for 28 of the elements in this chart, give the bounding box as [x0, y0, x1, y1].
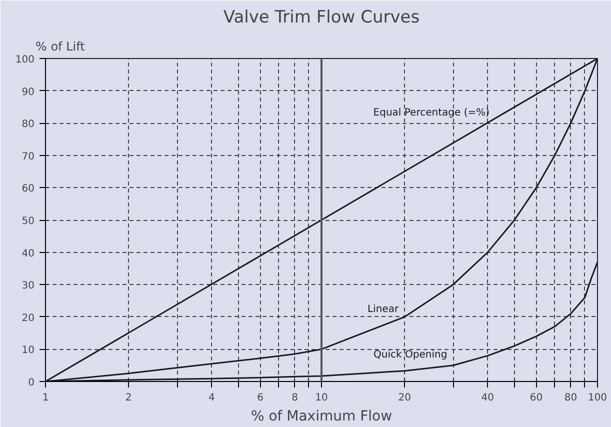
x-tick-label: 100 [588, 392, 608, 404]
series-label: Equal Percentage (=%) [373, 108, 490, 118]
y-tick-label: 50 [22, 216, 35, 227]
x-tick-label: 6 [257, 392, 264, 404]
series-label: Linear [368, 304, 400, 315]
y-axis-title: % of Lift [36, 40, 86, 54]
y-tick-label: 40 [22, 248, 35, 260]
x-axis-title: % of Maximum Flow [250, 408, 392, 424]
x-tick-label: 80 [564, 392, 578, 404]
x-tick-label: 40 [481, 392, 494, 404]
y-tick-label: 10 [22, 345, 35, 356]
chart-title: Valve Trim Flow Curves [223, 8, 420, 28]
y-tick-label: 0 [28, 378, 35, 388]
y-tick-label: 30 [22, 280, 35, 292]
y-tick-label: 100 [15, 54, 35, 66]
y-tick-label: 70 [22, 151, 35, 162]
y-tick-label: 90 [22, 86, 35, 98]
x-tick-label: 20 [398, 392, 411, 404]
series-label: Quick Opening [374, 349, 448, 360]
y-tick-label: 20 [22, 312, 35, 324]
x-tick-label: 10 [315, 392, 328, 404]
x-tick-label: 8 [292, 392, 298, 404]
y-tick-label: 80 [22, 119, 35, 130]
y-tick-label: 60 [22, 184, 35, 195]
x-tick-label: 4 [208, 392, 215, 404]
x-tick-label: 2 [125, 392, 132, 404]
x-tick-label: 1 [42, 392, 49, 404]
x-tick-label: 60 [530, 392, 543, 404]
